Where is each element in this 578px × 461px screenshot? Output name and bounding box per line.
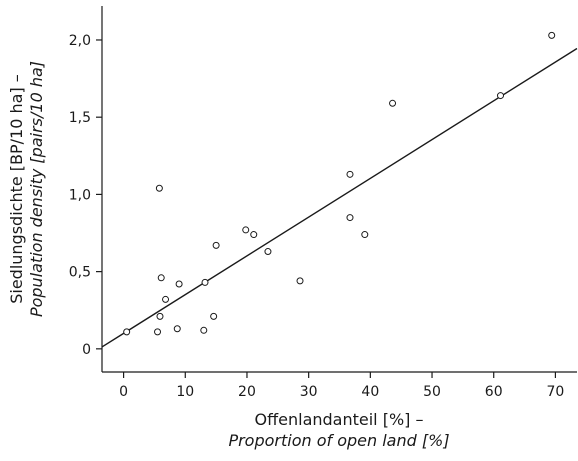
data-point [201,278,209,286]
data-point [175,280,183,288]
x-axis-label-line2: Proportion of open land [%] [228,431,449,450]
y-tick-label: 1,0 [69,187,91,203]
axes: 0 10 20 30 40 50 60 70 0 0,5 1,0 1,5 2,0 [69,6,577,400]
x-tick-label: 10 [176,384,194,400]
data-point [250,231,258,239]
plot-area [101,31,578,348]
data-point [548,31,556,39]
data-point [361,231,369,239]
x-tick-label: 0 [119,384,128,400]
x-tick-label: 30 [300,384,318,400]
data-point [242,226,250,234]
y-axis-label-line2: Population density [pairs/10 ha] [27,61,46,317]
x-tick-label: 70 [546,384,564,400]
data-point [155,184,163,192]
data-point [156,312,164,320]
data-point [162,295,170,303]
y-tick-label: 0 [82,342,91,358]
y-tick-label: 1,5 [69,110,91,126]
data-point [296,277,304,285]
data-point [173,325,181,333]
x-tick-label: 20 [238,384,256,400]
regression-line [101,47,578,348]
y-axis-label-line1: Siedlungsdichte [BP/10 ha] – [7,74,26,304]
data-point [346,170,354,178]
data-point [123,328,131,336]
data-point [346,214,354,222]
data-point [497,92,505,100]
data-point [264,248,272,256]
x-axis-label-line1: Offenlandanteil [%] – [255,410,424,429]
y-tick-label: 2,0 [69,33,91,49]
data-point [210,312,218,320]
data-point [212,241,220,249]
data-point [200,326,208,334]
x-tick-label: 50 [423,384,441,400]
data-point [154,328,162,336]
x-tick-label: 60 [485,384,503,400]
data-point [157,274,165,282]
x-tick-label: 40 [361,384,379,400]
data-point [389,99,397,107]
y-tick-label: 0,5 [69,265,91,281]
